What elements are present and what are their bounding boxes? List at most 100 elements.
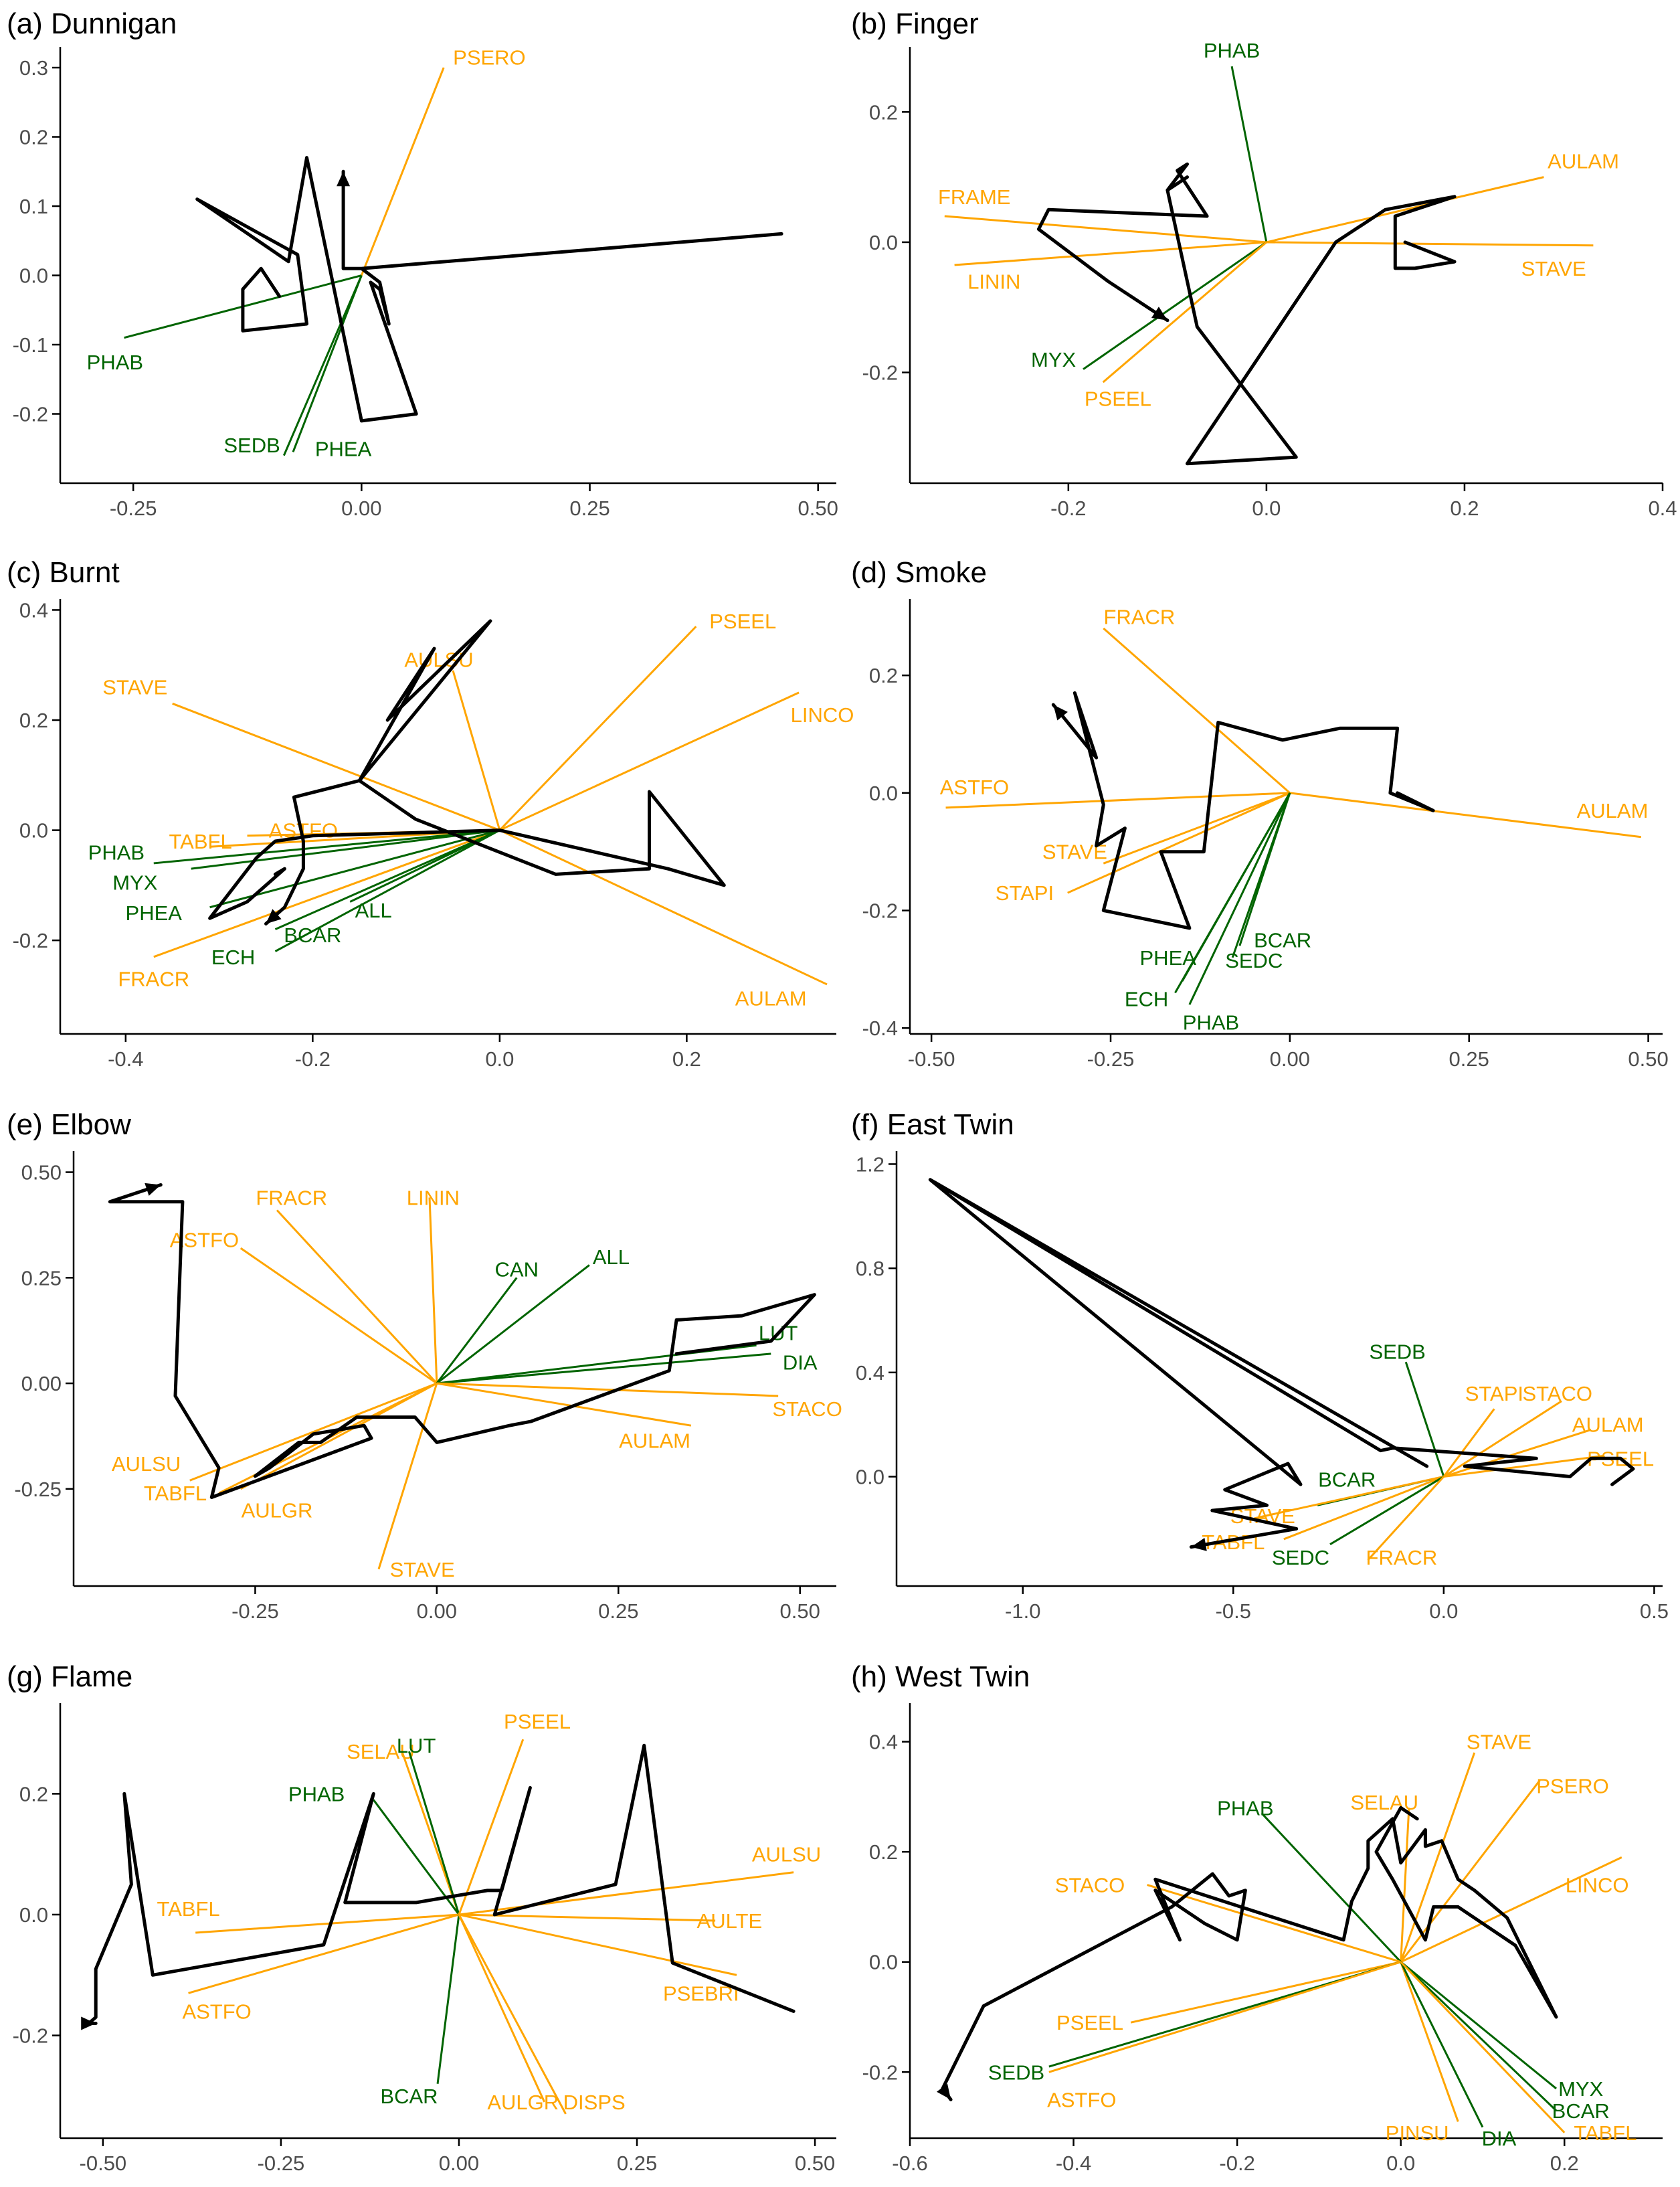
vector-phab (373, 1799, 460, 1915)
vector-tabfl (195, 1913, 460, 1934)
vector-psero (360, 67, 445, 276)
y-tick-label: 0.0 (869, 782, 898, 805)
x-tick-label: 0.0 (1252, 497, 1281, 520)
vector-label-aulam: AULAM (1548, 149, 1619, 173)
vector-aulgr (458, 1914, 546, 2103)
vector-ech (274, 829, 500, 952)
x-tick-label: 0.0 (1386, 2152, 1415, 2175)
vector-label-pseel: PSEEL (709, 610, 776, 633)
x-tick-label: 0.2 (1450, 497, 1479, 520)
x-tick-label: -0.2 (1219, 2152, 1254, 2175)
vector-label-fracr: FRACR (256, 1186, 327, 1209)
vector-label-astfo: ASTFO (1047, 2088, 1116, 2111)
vector-label-phea: PHEA (315, 437, 372, 460)
y-tick-label: -0.2 (862, 2061, 898, 2084)
panel-title: (c) Burnt (7, 556, 120, 589)
y-tick-label: -0.2 (13, 403, 48, 426)
vector-fracr (1103, 627, 1291, 794)
vector-staco (436, 1382, 779, 1397)
vector-pseel (1443, 1454, 1604, 1478)
vector-selau (1400, 1808, 1410, 1962)
x-tick-label: 0.0 (1429, 1599, 1458, 1623)
x-tick-label: 0.50 (780, 1599, 820, 1623)
panel-title: (h) West Twin (851, 1660, 1030, 1693)
vector-label-staco: STACO (772, 1397, 842, 1421)
vector-label-disps: DISPS (563, 2091, 626, 2114)
trajectory-arrowhead (1053, 705, 1068, 721)
x-tick-label: 0.25 (569, 497, 610, 520)
y-tick-label: 0.0 (856, 1466, 884, 1489)
y-tick-label: 0.2 (19, 709, 48, 732)
vector-bcar (274, 829, 500, 931)
vector-label-staco: STACO (1055, 1874, 1125, 1897)
vector-sedc (1231, 792, 1291, 958)
vector-label-phab: PHAB (87, 351, 143, 374)
vector-sedb (1404, 1361, 1445, 1477)
vector-ech (1174, 792, 1291, 994)
vector-label-myx: MYX (112, 871, 158, 895)
vector-label-fracr: FRACR (1103, 605, 1175, 628)
vector-label-aulam: AULAM (619, 1429, 690, 1452)
panel-1: (b) Finger -0.2 0.0 0.2 0.4 -0.2 0.0 0.2 PHAB AUL… (851, 7, 1677, 520)
vector-aulam (1443, 1429, 1592, 1478)
vector-tabfl (1283, 1476, 1444, 1541)
vector-fracr (276, 1209, 438, 1385)
vector-label-aulgr: AULGR (242, 1498, 313, 1522)
vector-frame (944, 215, 1267, 244)
vector-stapi (1067, 792, 1291, 894)
vector-bcar (1400, 1961, 1558, 2111)
x-tick-label: 0.5 (1640, 1599, 1669, 1623)
x-tick-label: 0.2 (1550, 2152, 1579, 2175)
x-tick-label: 0.50 (795, 2152, 835, 2175)
y-tick-label: 1.2 (856, 1152, 884, 1176)
x-tick-label: 0.50 (798, 497, 838, 520)
vector-phab (1230, 66, 1268, 243)
vector-aulgr (240, 1382, 438, 1490)
vector-fracr (153, 829, 500, 958)
vector-label-linin: LININ (407, 1186, 460, 1209)
vector-sedb (282, 274, 363, 456)
y-tick-label: 0.1 (19, 195, 48, 218)
vector-label-pseel: PSEEL (1085, 387, 1151, 410)
vector-label-stave: STAVE (1521, 257, 1586, 280)
panel-2: (c) Burnt -0.4 -0.2 0.0 0.2 -0.2 0.0 0.2 0.4 PSEE… (7, 556, 854, 1071)
panel-title: (f) East Twin (851, 1108, 1014, 1141)
vector-label-all: ALL (355, 899, 392, 922)
vector-tabfl (1400, 1961, 1566, 2133)
panel-title: (d) Smoke (851, 556, 987, 589)
vector-label-staco: STACO (1522, 1382, 1592, 1405)
y-tick-label: -0.2 (862, 361, 898, 385)
vector-selau (401, 1751, 460, 1915)
trajectory-line (108, 1183, 816, 1499)
y-tick-label: 0.0 (19, 819, 48, 843)
vector-label-can: CAN (495, 1258, 539, 1282)
vector-label-tabfl: TABFL (144, 1482, 207, 1505)
vector-stapi (1442, 1408, 1495, 1478)
trajectory-line (1036, 162, 1457, 466)
x-tick-label: 0.00 (417, 1599, 457, 1623)
x-tick-label: -0.2 (1050, 497, 1086, 520)
panel-3: (d) Smoke -0.50 -0.25 0.00 0.25 0.50 -0.4 -0.2 0… (851, 556, 1669, 1071)
y-tick-label: 0.0 (869, 1951, 898, 1974)
vector-aulam (436, 1382, 692, 1427)
vector-phab (153, 829, 500, 865)
vector-staco (1147, 1884, 1402, 1963)
y-tick-label: 0.0 (869, 231, 898, 254)
y-tick-label: 0.0 (19, 1903, 48, 1927)
vector-label-bcar: BCAR (1318, 1468, 1376, 1491)
vector-stave (1266, 241, 1594, 247)
vector-label-dia: DIA (1482, 2127, 1517, 2150)
vector-aulam (1289, 792, 1642, 839)
y-tick-label: 0.4 (19, 598, 48, 622)
vector-linco (499, 691, 800, 831)
vector-label-frame: FRAME (938, 185, 1011, 209)
vector-label-pinsu: PINSU (1386, 2121, 1449, 2145)
y-tick-label: 0.2 (869, 664, 898, 687)
vector-dia (436, 1352, 771, 1385)
y-tick-label: 0.8 (856, 1257, 884, 1280)
vector-label-fracr: FRACR (1366, 1546, 1438, 1569)
panel-title: (g) Flame (7, 1660, 132, 1693)
y-tick-label: -0.2 (13, 929, 48, 952)
x-tick-label: 0.2 (672, 1047, 701, 1071)
y-tick-label: -0.25 (14, 1478, 62, 1501)
